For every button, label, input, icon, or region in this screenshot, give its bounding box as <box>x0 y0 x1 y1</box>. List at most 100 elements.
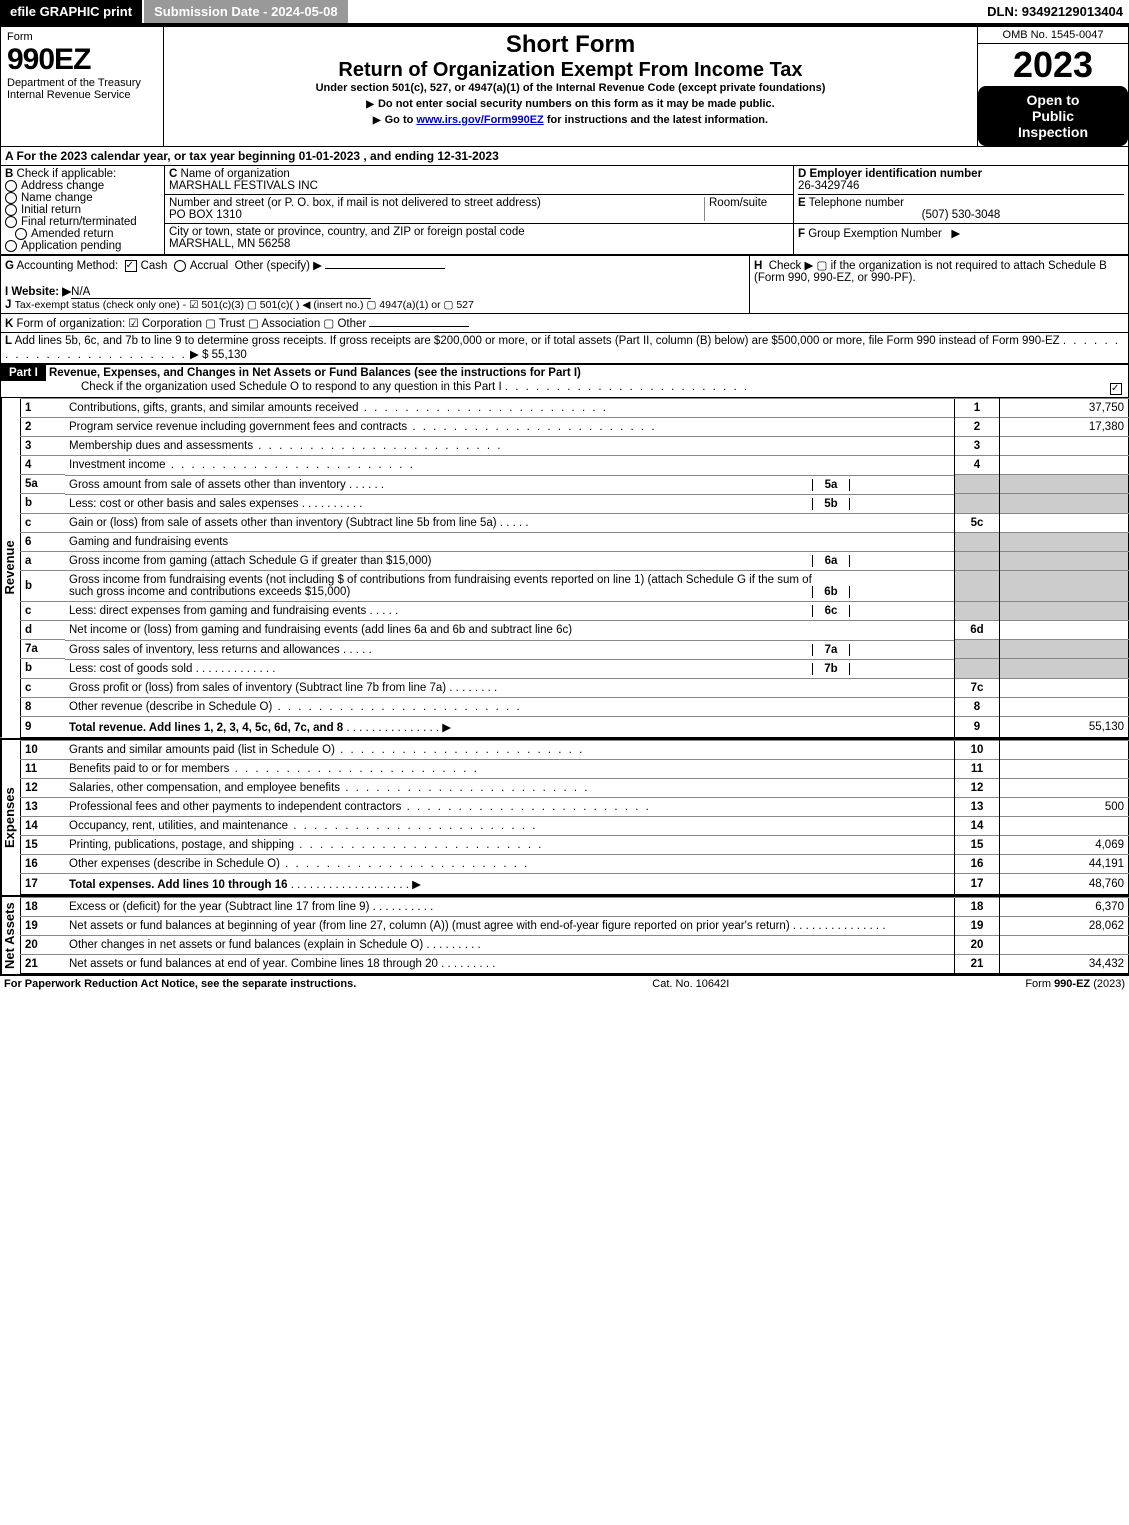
return-title: Return of Organization Exempt From Incom… <box>170 59 971 82</box>
line19-desc: Net assets or fund balances at beginning… <box>69 920 790 932</box>
city-label: City or town, state or province, country… <box>169 226 789 238</box>
check-accrual[interactable] <box>174 260 186 272</box>
line1-amount: 37,750 <box>1000 399 1129 418</box>
b-init: Initial return <box>21 204 81 216</box>
part1-header: Part I Revenue, Expenses, and Changes in… <box>0 364 1129 398</box>
line15-amount: 4,069 <box>1000 835 1129 854</box>
line11-amount <box>1000 759 1129 778</box>
short-form-title: Short Form <box>170 31 971 59</box>
line10-desc: Grants and similar amounts paid (list in… <box>69 744 335 756</box>
b-final: Final return/terminated <box>21 216 137 228</box>
line20-desc: Other changes in net assets or fund bala… <box>69 939 423 951</box>
line15-desc: Printing, publications, postage, and shi… <box>69 839 294 851</box>
telephone-value: (507) 530-3048 <box>798 209 1124 221</box>
efile-print-button[interactable]: efile GRAPHIC print <box>0 0 142 23</box>
line20-amount <box>1000 935 1129 954</box>
ein-value: 26-3429746 <box>798 180 1124 192</box>
b-app: Application pending <box>21 240 121 252</box>
check-final-return[interactable] <box>5 216 17 228</box>
footer-right: Form 990-EZ (2023) <box>1025 978 1125 990</box>
ghijk-grid: G Accounting Method: Cash Accrual Other … <box>0 255 1129 364</box>
g-cash: Cash <box>141 260 168 272</box>
expenses-table: 10Grants and similar amounts paid (list … <box>20 740 1129 895</box>
form-label: Form <box>7 31 157 43</box>
open1: Open to <box>982 92 1124 108</box>
line3-amount <box>1000 437 1129 456</box>
dln-label: DLN: 93492129013404 <box>981 0 1129 23</box>
b-amend: Amended return <box>31 228 113 240</box>
page-footer: For Paperwork Reduction Act Notice, see … <box>0 974 1129 992</box>
form-number: 990EZ <box>7 43 157 77</box>
line16-amount: 44,191 <box>1000 854 1129 873</box>
irs-label: Internal Revenue Service <box>7 89 157 101</box>
line6d-amount <box>1000 621 1129 640</box>
line12-amount <box>1000 778 1129 797</box>
line19-amount: 28,062 <box>1000 916 1129 935</box>
line6a-desc: Gross income from gaming (attach Schedul… <box>69 555 812 567</box>
line17-desc: Total expenses. Add lines 10 through 16 <box>69 879 288 891</box>
line9-amount: 55,130 <box>1000 716 1129 737</box>
line9-desc: Total revenue. Add lines 1, 2, 3, 4, 5c,… <box>69 722 343 734</box>
g-label: Accounting Method: <box>17 260 119 272</box>
line4-amount <box>1000 456 1129 475</box>
l-amount: $ 55,130 <box>202 349 247 361</box>
form-header: Form 990EZ Department of the Treasury In… <box>0 26 1129 147</box>
check-application-pending[interactable] <box>5 240 17 252</box>
city-value: MARSHALL, MN 56258 <box>169 238 789 250</box>
line6d-desc: Net income or (loss) from gaming and fun… <box>65 621 955 640</box>
under-section-text: Under section 501(c), 527, or 4947(a)(1)… <box>170 82 971 94</box>
footer-mid: Cat. No. 10642I <box>652 978 729 990</box>
check-name-change[interactable] <box>5 192 17 204</box>
line2-desc: Program service revenue including govern… <box>69 421 407 433</box>
line21-amount: 34,432 <box>1000 954 1129 973</box>
check-initial-return[interactable] <box>5 204 17 216</box>
part1-title: Revenue, Expenses, and Changes in Net As… <box>49 367 581 379</box>
footer-left: For Paperwork Reduction Act Notice, see … <box>4 978 356 990</box>
street-label: Number and street (or P. O. box, if mail… <box>169 197 541 209</box>
line13-desc: Professional fees and other payments to … <box>69 801 401 813</box>
tax-year: 2023 <box>978 44 1128 86</box>
line5a-desc: Gross amount from sale of assets other t… <box>69 479 346 491</box>
check-amended-return[interactable] <box>15 228 27 240</box>
open3: Inspection <box>982 124 1124 140</box>
revenue-table: 1Contributions, gifts, grants, and simil… <box>20 398 1129 738</box>
line6c-desc: Less: direct expenses from gaming and fu… <box>69 605 366 617</box>
f-label: Group Exemption Number <box>808 228 942 240</box>
line3-desc: Membership dues and assessments <box>69 440 253 452</box>
org-info-grid: B Check if applicable: Address change Na… <box>0 165 1129 255</box>
k-text: Form of organization: ☑ Corporation ▢ Tr… <box>17 318 367 330</box>
line5b-desc: Less: cost or other basis and sales expe… <box>69 498 299 510</box>
net-assets-sidebar: Net Assets <box>0 897 20 974</box>
dept-treasury: Department of the Treasury <box>7 77 157 89</box>
g-accrual: Accrual <box>190 260 228 272</box>
line14-desc: Occupancy, rent, utilities, and maintena… <box>69 820 288 832</box>
b-label: Check if applicable: <box>17 168 117 180</box>
part1-check-text: Check if the organization used Schedule … <box>81 381 502 393</box>
line11-desc: Benefits paid to or for members <box>69 763 229 775</box>
check-address-change[interactable] <box>5 180 17 192</box>
line7a-desc: Gross sales of inventory, less returns a… <box>69 644 340 656</box>
net-assets-table: 18Excess or (deficit) for the year (Subt… <box>20 897 1129 974</box>
line6b-desc: Gross income from fundraising events (no… <box>69 574 812 598</box>
open-to-public-box: Open to Public Inspection <box>978 86 1128 146</box>
ssn-warning: Do not enter social security numbers on … <box>170 98 971 110</box>
c-label: Name of organization <box>181 168 290 180</box>
open2: Public <box>982 108 1124 124</box>
line13-amount: 500 <box>1000 797 1129 816</box>
line4-desc: Investment income <box>69 459 166 471</box>
line18-amount: 6,370 <box>1000 897 1129 916</box>
line18-desc: Excess or (deficit) for the year (Subtra… <box>69 901 369 913</box>
irs-link[interactable]: www.irs.gov/Form990EZ <box>416 114 543 126</box>
e-label: Telephone number <box>809 197 904 209</box>
b-addr: Address change <box>21 180 104 192</box>
line21-desc: Net assets or fund balances at end of ye… <box>69 958 438 970</box>
part1-label: Part I <box>1 365 46 381</box>
part1-schedule-o-check[interactable] <box>1110 383 1122 395</box>
line8-desc: Other revenue (describe in Schedule O) <box>69 701 272 713</box>
expenses-sidebar: Expenses <box>0 740 20 895</box>
line6-desc: Gaming and fundraising events <box>65 532 955 551</box>
j-text: Tax-exempt status (check only one) - ☑ 5… <box>15 299 474 311</box>
line7b-desc: Less: cost of goods sold <box>69 663 192 675</box>
check-cash[interactable] <box>125 260 137 272</box>
line1-desc: Contributions, gifts, grants, and simila… <box>69 402 359 414</box>
